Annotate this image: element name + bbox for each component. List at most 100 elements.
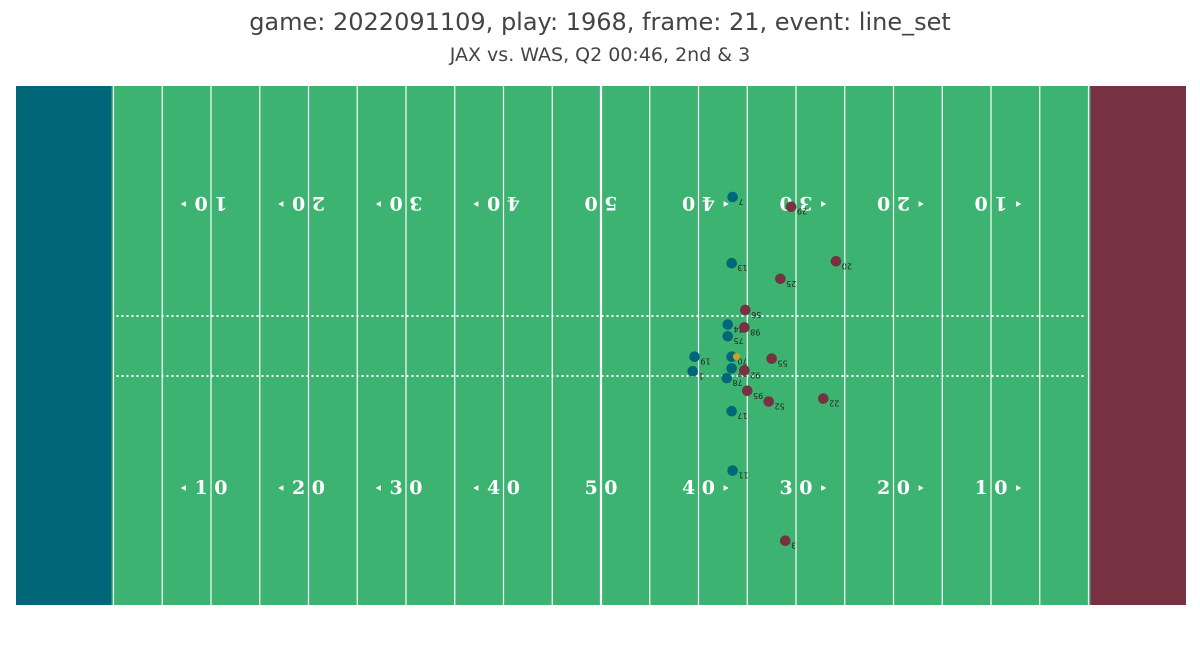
jersey-number: 22 [829, 399, 839, 408]
away-player-marker: 25 [775, 273, 796, 288]
yard-direction-arrow [918, 485, 924, 491]
players-layer: 7137475197077178171129252056985592955222… [687, 191, 852, 550]
away-player-marker: 98 [739, 322, 760, 336]
home-player-marker: 1 [687, 366, 704, 380]
yard-direction-arrow [473, 485, 479, 491]
jersey-number: 95 [753, 391, 763, 400]
away-player-marker: 55 [766, 353, 788, 368]
jersey-number: 13 [737, 263, 747, 272]
yard-direction-arrow [723, 201, 729, 207]
jersey-number: 20 [842, 261, 852, 270]
home-player-marker: 11 [727, 465, 749, 480]
player-dot [779, 535, 791, 547]
player-dot [766, 353, 777, 364]
player-dot [727, 465, 738, 476]
yard-number-top: 5 0 [584, 192, 617, 214]
yard-number-bottom: 4 0 [487, 477, 520, 499]
yard-number-top: 3 0 [389, 192, 422, 214]
home-player-marker: 13 [726, 257, 748, 272]
yard-number-bottom: 1 0 [194, 477, 227, 499]
yard-number-bottom: 2 0 [292, 477, 325, 499]
home-player-marker: 17 [726, 405, 748, 420]
player-dot [741, 385, 753, 397]
home-player-marker: 74 [722, 319, 744, 334]
away-player-marker: 22 [818, 393, 839, 408]
hash-marks [116, 315, 1086, 377]
jersey-number: 7 [739, 197, 744, 206]
away-player-marker: 52 [763, 396, 785, 410]
chart-subtitle: JAX vs. WAS, Q2 00:46, 2nd & 3 [449, 44, 751, 66]
jersey-number: 75 [734, 336, 744, 345]
player-dot [721, 372, 733, 384]
yard-direction-arrow [278, 485, 284, 491]
yard-direction-arrow [375, 201, 381, 207]
player-dot [726, 257, 737, 269]
yard-number-top: 1 0 [974, 192, 1007, 214]
home-player-marker: 19 [689, 351, 711, 366]
jersey-number: 1 [699, 371, 704, 380]
player-dot [687, 366, 698, 377]
away-player-marker: 95 [741, 385, 763, 400]
jersey-number: 74 [734, 325, 744, 334]
jersey-number: 70 [737, 357, 747, 366]
player-dot [739, 365, 750, 376]
yard-number-bottom: 5 0 [584, 477, 617, 499]
jersey-number: 92 [750, 370, 760, 379]
yard-number-top: 1 0 [194, 192, 227, 214]
player-dot [740, 304, 751, 316]
jersey-number: 98 [750, 327, 760, 336]
yard-number-bottom: 2 0 [877, 477, 910, 499]
away-player-marker: 92 [739, 365, 760, 379]
yard-direction-arrow [821, 485, 827, 491]
yard-number-bottom: 3 0 [389, 477, 422, 499]
player-dot [722, 330, 734, 342]
jersey-number: 25 [786, 279, 796, 288]
player-dot [763, 396, 774, 407]
jersey-number: 78 [733, 378, 743, 387]
player-dot [785, 201, 797, 213]
jersey-number: 11 [738, 471, 748, 480]
jersey-number: 19 [700, 357, 710, 366]
yard-direction-arrow [180, 485, 186, 491]
yard-number-bottom: 3 0 [779, 477, 812, 499]
home-player-marker: 7 [727, 191, 744, 206]
home-player-marker: 75 [722, 330, 744, 345]
player-dot [726, 405, 737, 417]
away-player-marker: 3 [779, 535, 796, 550]
yard-number-top: 2 0 [292, 192, 325, 214]
yard-direction-arrow [375, 485, 381, 491]
yard-numbers: 1 01 02 02 03 03 04 04 05 05 04 04 03 03… [180, 192, 1022, 499]
yard-direction-arrow [473, 201, 479, 207]
yard-number-bottom: 1 0 [974, 477, 1007, 499]
away-player-marker: 20 [830, 255, 852, 270]
yard-number-top: 2 0 [877, 192, 910, 214]
yard-direction-arrow [1016, 485, 1022, 491]
jersey-number: 17 [737, 411, 747, 420]
yard-lines [112, 86, 1090, 605]
jersey-number: 3 [791, 541, 796, 550]
yard-direction-arrow [278, 201, 284, 207]
player-dot [818, 393, 829, 404]
jersey-number: 29 [797, 207, 807, 216]
jersey-number: 56 [751, 310, 761, 319]
away-endzone [1090, 86, 1186, 605]
yard-number-top: 4 0 [682, 192, 715, 214]
jersey-number: 55 [777, 359, 787, 368]
yard-direction-arrow [1016, 201, 1022, 207]
player-dot [727, 191, 738, 203]
yard-direction-arrow [180, 201, 186, 207]
player-dot [775, 273, 786, 285]
yard-direction-arrow [918, 201, 924, 207]
player-dot [722, 319, 734, 330]
home-player-marker: 78 [721, 372, 743, 387]
chart-title: game: 2022091109, play: 1968, frame: 21,… [249, 8, 951, 36]
player-dot [830, 255, 842, 267]
football-marker [732, 353, 741, 361]
player-dot [726, 363, 737, 374]
player-dot [739, 322, 750, 333]
yard-direction-arrow [723, 485, 729, 491]
away-player-marker: 56 [740, 304, 761, 319]
home-endzone [16, 86, 112, 605]
